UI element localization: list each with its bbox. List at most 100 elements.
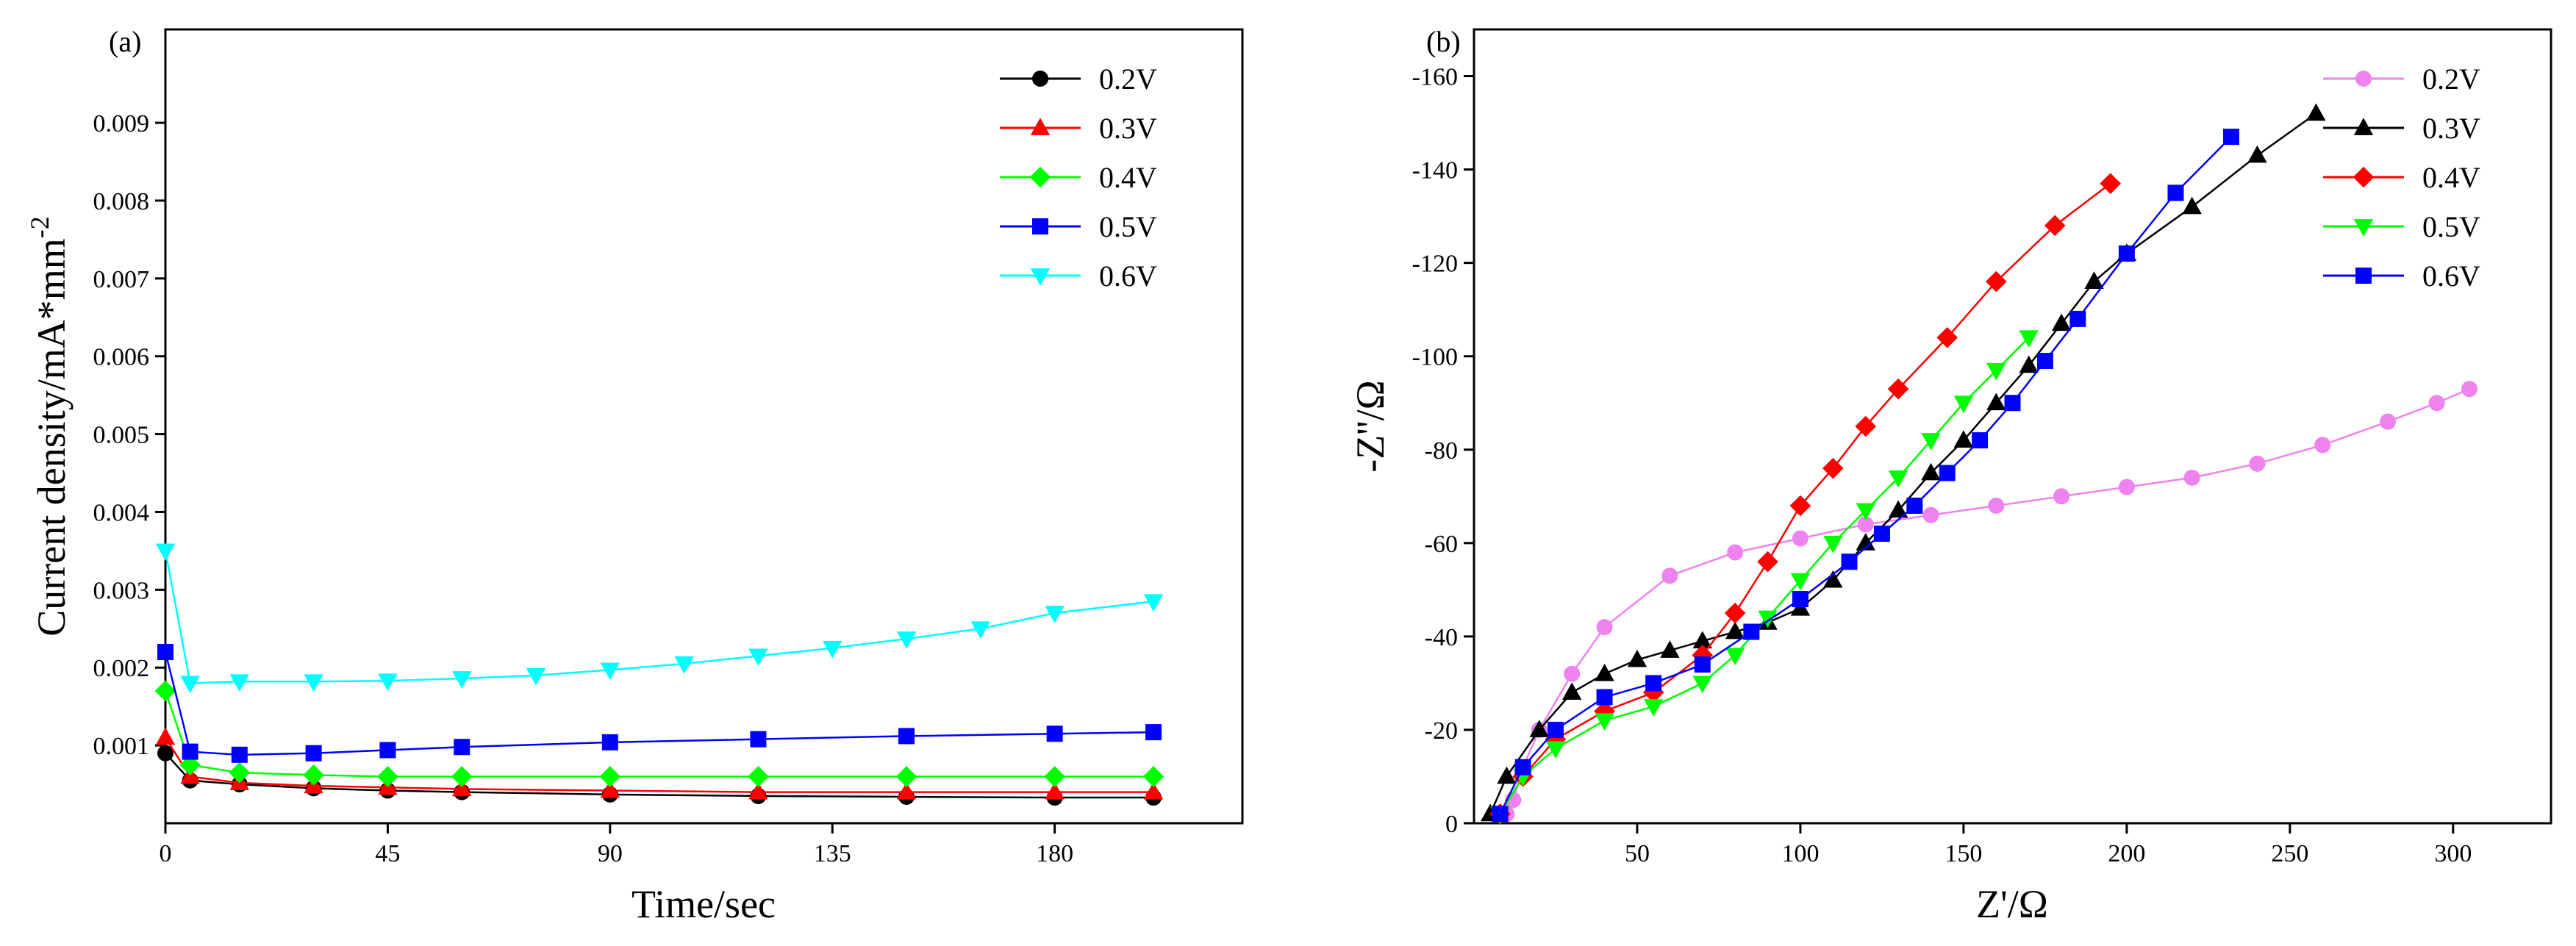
x-tick-label-a: 0 (160, 840, 172, 867)
legend-marker-b-03V (2353, 118, 2374, 135)
data-point-b-05V (1692, 676, 1712, 694)
data-point-a-04V (154, 680, 176, 702)
data-point-b-03V (2051, 313, 2072, 332)
data-point-b-02V (2249, 455, 2266, 472)
data-point-b-06V (2167, 184, 2184, 201)
chart-panel-a: (a) 0 45 90 135 180 0.0010.0020.0030.0040.00… (25, 25, 1244, 926)
y-axis-title-a: Current density/mA*mm-2 (25, 216, 74, 636)
y-axis-b: 0 -20 -40 -60 -80 -100 -120 -140 -160 (1412, 64, 1474, 838)
data-point-b-02V (1661, 567, 1678, 584)
data-point-a-05V (601, 734, 618, 750)
y-tick-label-b: 0 (1445, 811, 1458, 838)
legend-marker-b-02V (2355, 71, 2372, 87)
data-point-a-04V (451, 766, 473, 787)
data-point-b-02V (1727, 544, 1744, 561)
data-point-a-03V (748, 781, 768, 800)
data-point-b-05V (1953, 395, 1974, 413)
y-tick-label-a: 0.008 (93, 188, 150, 215)
data-point-b-03V (1529, 720, 1549, 737)
data-point-b-04V (1594, 700, 1615, 722)
y-axis-a: 0.001 0.002 0.003 0.004 0.005 0.006 0.007 0.008… (93, 110, 165, 760)
data-point-b-06V (1743, 623, 1760, 640)
data-point-a-06V (1045, 606, 1065, 623)
data-point-b-04V (1724, 602, 1746, 624)
legend-marker-b-06V (2355, 268, 2372, 284)
data-point-b-04V (1789, 495, 1811, 517)
data-point-a-06V (674, 656, 694, 674)
legend-label-a-03V: 0.3V (1099, 112, 1157, 145)
legend-label-a-04V: 0.4V (1099, 161, 1157, 194)
data-point-a-06V (180, 676, 200, 694)
data-point-a-04V (377, 766, 398, 787)
data-point-a-04V (229, 762, 251, 784)
legend-label-b-02V: 0.2V (2422, 62, 2480, 96)
y-tick-label-b: -80 (1425, 437, 1458, 465)
data-point-a-04V (1044, 766, 1065, 787)
x-tick-label-a: 45 (375, 840, 400, 867)
data-point-b-03V (1497, 766, 1517, 784)
y-tick-label-a: 0.009 (93, 110, 150, 137)
series-line-a-06V (164, 551, 1154, 684)
data-point-b-03V (1627, 649, 1647, 667)
x-axis-title-a: Time/sec (632, 882, 776, 926)
x-tick-label-b: 250 (2271, 840, 2308, 867)
legend-label-b-03V: 0.3V (2422, 112, 2480, 145)
data-point-b-03V (1921, 462, 1941, 481)
x-tick-label-a: 180 (1036, 840, 1073, 867)
legend-marker-a-05V (1032, 218, 1048, 234)
data-point-b-02V (2380, 413, 2397, 430)
data-point-b-05V (1595, 713, 1614, 731)
legend-marker-b-05V (2353, 219, 2374, 237)
y-tick-label-a: 0.007 (93, 266, 150, 293)
x-tick-label-b: 150 (1944, 840, 1982, 867)
y-tick-label-a: 0.005 (93, 422, 150, 449)
data-point-a-03V (600, 780, 620, 798)
data-point-a-05V (1145, 724, 1162, 741)
legend-marker-b-04V (2353, 166, 2375, 188)
data-point-b-04V (1887, 378, 1909, 400)
series-group-b (1480, 103, 2478, 825)
y-tick-label-b: -100 (1412, 344, 1458, 371)
data-point-b-05V (1758, 610, 1778, 628)
data-point-a-05V (379, 742, 396, 759)
data-point-b-05V (1823, 535, 1843, 553)
x-axis-title-b: Z'/Ω (1976, 882, 2048, 926)
data-point-b-02V (1596, 619, 1613, 636)
data-point-b-03V (2247, 145, 2267, 163)
chart-panel-b: (b) 50 100 150 200 250 300 0-20-40-60-80-100-… (1348, 25, 2552, 926)
y-tick-label-b: -20 (1425, 717, 1458, 745)
data-point-b-02V (2053, 488, 2070, 505)
legend-marker-a-04V (1029, 166, 1051, 188)
y-tick-label-b: -160 (1412, 64, 1458, 91)
data-point-a-04V (895, 766, 917, 787)
x-tick-label-b: 100 (1781, 840, 1819, 867)
data-point-b-02V (2183, 469, 2200, 486)
data-point-b-03V (1561, 682, 1582, 700)
data-point-b-06V (1939, 465, 1956, 481)
x-axis-a: 0 45 90 135 180 (160, 823, 1073, 867)
data-point-b-06V (2118, 245, 2135, 262)
data-point-b-02V (2118, 479, 2135, 495)
legend-a: 0.2V 0.3V 0.4V 0.5V 0.6V (1000, 62, 1157, 293)
x-tick-label-b: 200 (2108, 840, 2145, 867)
data-point-a-04V (303, 764, 324, 786)
data-point-b-03V (2084, 271, 2104, 289)
data-point-a-03V (1045, 781, 1065, 800)
data-point-b-06V (1841, 553, 1858, 570)
data-point-a-06V (526, 667, 546, 686)
legend-marker-a-02V (1032, 71, 1048, 87)
data-point-b-06V (1972, 432, 1989, 449)
y-axis-title-b: -Z''/Ω (1348, 380, 1392, 473)
data-point-a-05V (157, 644, 173, 661)
data-point-b-02V (1988, 498, 2005, 514)
y-tick-label-a: 0.006 (93, 344, 150, 371)
y-tick-label-a: 0.002 (93, 655, 150, 682)
legend-marker-a-03V (1030, 118, 1051, 135)
data-point-a-04V (599, 766, 621, 787)
y-tick-label-b: -140 (1412, 157, 1458, 184)
data-point-b-03V (2019, 355, 2039, 373)
data-point-b-05V (1545, 741, 1566, 759)
data-point-b-04V (2044, 215, 2066, 237)
data-point-b-04V (1692, 644, 1714, 666)
